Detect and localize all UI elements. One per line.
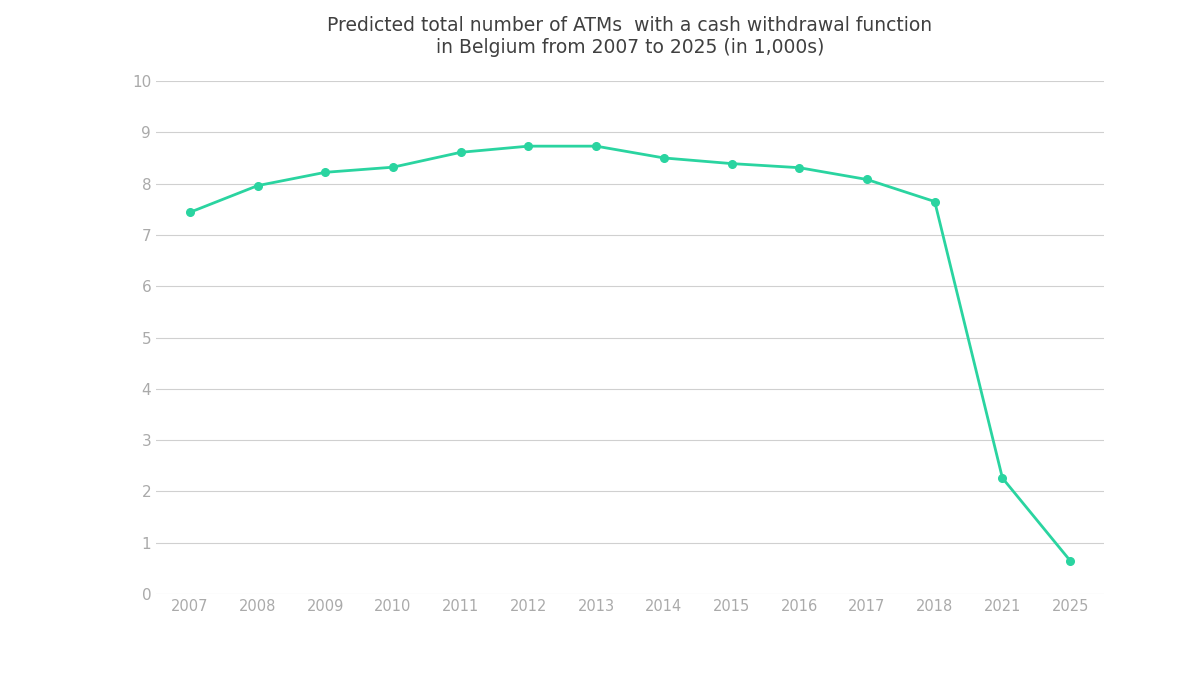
Title: Predicted total number of ATMs  with a cash withdrawal function
in Belgium from : Predicted total number of ATMs with a ca… [328,16,932,57]
